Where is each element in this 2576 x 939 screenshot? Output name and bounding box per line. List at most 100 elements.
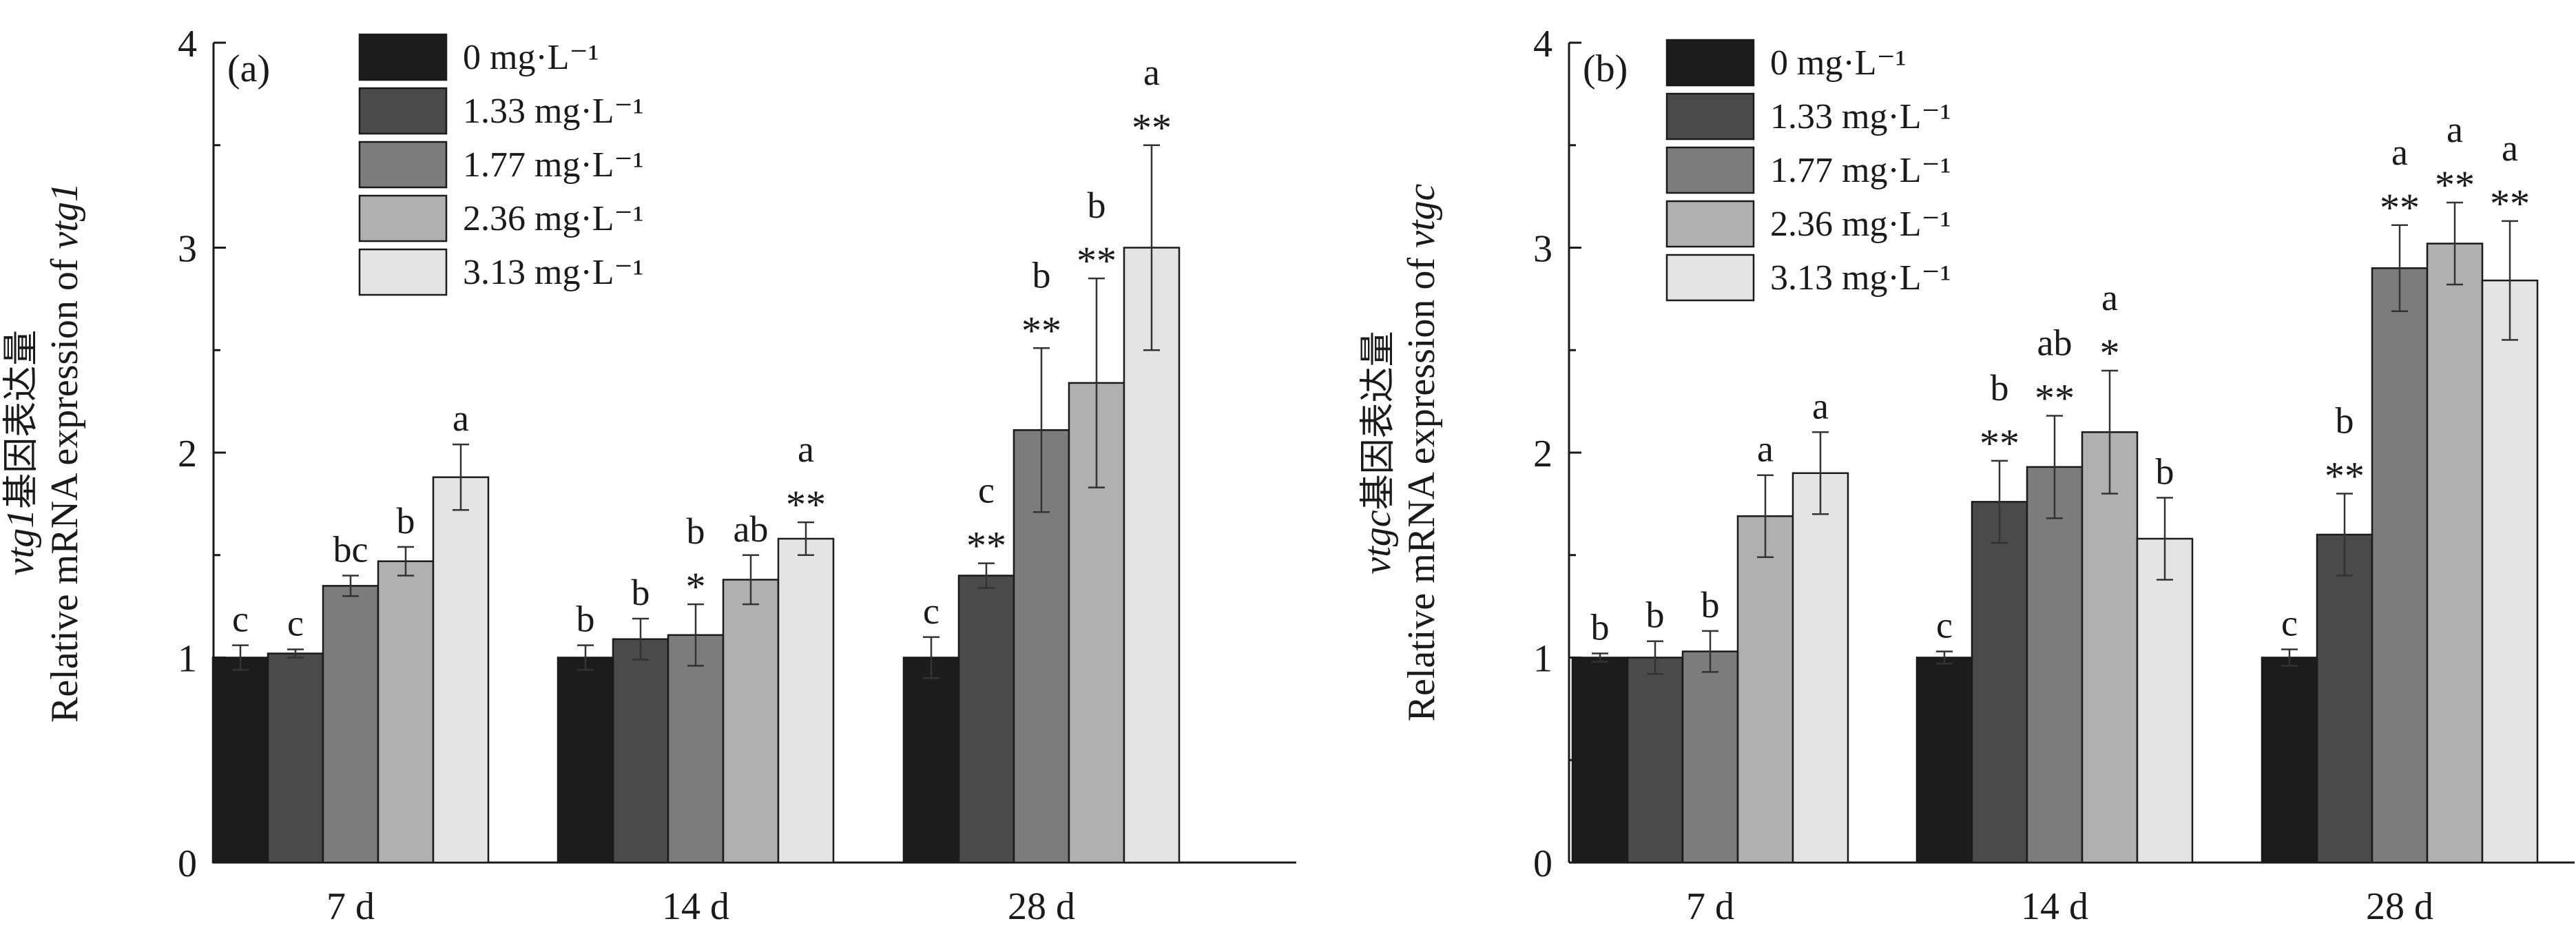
bar (322, 585, 380, 864)
significance-stars: ** (966, 524, 1006, 568)
x-tick-label: 7 d (326, 885, 375, 928)
significance-letter: a (2447, 109, 2463, 150)
significance-letter: b (1032, 254, 1051, 296)
y-tick-label: 4 (178, 23, 197, 65)
bar (1915, 657, 1973, 864)
significance-letter: ab (734, 508, 769, 550)
legend-label: 3.13 mg·L⁻¹ (463, 253, 644, 292)
legend-label: 1.33 mg·L⁻¹ (1770, 97, 1951, 136)
significance-stars: ** (2490, 181, 2530, 226)
legend-swatch (358, 248, 448, 296)
legend-label: 0 mg·L⁻¹ (463, 38, 599, 77)
y-tick-label: 2 (178, 433, 197, 475)
bar (2371, 267, 2429, 864)
x-tick-label: 28 d (2366, 885, 2433, 928)
significance-letter: a (2101, 277, 2118, 318)
significance-stars: ** (2435, 163, 2475, 207)
significance-letter: a (453, 398, 469, 439)
panel-label: (b) (1583, 48, 1628, 90)
bar (377, 560, 435, 864)
significance-letter: b (2336, 400, 2354, 442)
bar (1626, 657, 1684, 864)
bar (2261, 657, 2318, 864)
significance-stars: ** (786, 482, 826, 527)
panel-a: 0 1 2 3 4 (a) vtg1基因表达量 Relative mRNA expressio… (0, 23, 1296, 928)
bar (777, 537, 835, 864)
significance-letter: b (1088, 185, 1106, 226)
bar (2316, 533, 2374, 864)
bar (267, 652, 324, 864)
legend-label: 0 mg·L⁻¹ (1770, 43, 1907, 83)
significance-letter: c (2281, 603, 2298, 644)
bar (1971, 501, 2028, 864)
y-tick-label: 0 (1533, 843, 1552, 885)
y-axis-label-cn: vtgc基因表达量 (1356, 331, 1399, 574)
significance-stars: ** (2380, 185, 2420, 230)
legend-label: 2.36 mg·L⁻¹ (1770, 205, 1951, 244)
significance-letter: a (1143, 52, 1160, 93)
y-tick-label: 0 (178, 843, 197, 885)
y-tick-label: 1 (1533, 638, 1552, 681)
legend: 0 mg·L⁻¹ 1.33 mg·L⁻¹ 1.77 mg·L⁻¹ 2.36 mg·L⁻… (1665, 39, 1951, 302)
significance-stars: ** (2325, 454, 2365, 499)
significance-stars: ** (1021, 308, 1061, 353)
significance-letter: a (798, 429, 814, 470)
significance-letter: a (2391, 132, 2408, 173)
legend-label: 1.77 mg·L⁻¹ (463, 145, 644, 185)
legend-label: 1.33 mg·L⁻¹ (463, 92, 644, 131)
y-axis-label-en: Relative mRNA expression of vtg1 (43, 183, 86, 723)
bar (211, 657, 269, 864)
legend-swatch (1665, 200, 1755, 248)
x-tick-label: 14 d (2021, 885, 2088, 928)
legend-label: 1.77 mg·L⁻¹ (1770, 151, 1951, 190)
legend: 0 mg·L⁻¹ 1.33 mg·L⁻¹ 1.77 mg·L⁻¹ 2.36 mg·L⁻… (358, 33, 644, 296)
significance-stars: ** (1077, 238, 1116, 283)
y-tick-label: 4 (1533, 23, 1552, 65)
bar (957, 575, 1015, 864)
bar (2026, 466, 2084, 864)
significance-letter: c (1936, 605, 1953, 646)
bar (1681, 650, 1739, 864)
bar (1791, 472, 1849, 864)
bar (2426, 243, 2484, 864)
significance-letter: a (2502, 127, 2518, 169)
bar (2081, 431, 2139, 864)
legend-swatch (1665, 254, 1755, 302)
y-tick-label: 3 (1533, 228, 1552, 271)
bar (1571, 657, 1629, 864)
y-tick-label: 2 (1533, 433, 1552, 475)
significance-letter: a (1812, 385, 1829, 426)
y-tick-label: 1 (178, 638, 197, 681)
bar (2136, 537, 2194, 864)
panel-b: 0 1 2 3 4 (b) vtgc基因表达量 Relative mRNA expressio… (1356, 23, 2575, 928)
legend-label: 2.36 mg·L⁻¹ (463, 199, 644, 238)
legend-swatch (1665, 146, 1755, 194)
bar (722, 579, 780, 864)
significance-stars: ** (1132, 105, 1172, 150)
significance-stars: * (686, 564, 706, 609)
x-tick-label: 14 d (662, 885, 729, 928)
bar (902, 657, 960, 864)
significance-letter: b (1991, 367, 2009, 409)
x-tick-label: 7 d (1686, 885, 1734, 928)
y-axis-label-en: Relative mRNA expression of vtgc (1400, 184, 1443, 722)
significance-letter: c (232, 599, 249, 640)
significance-letter: b (397, 500, 415, 541)
significance-stars: * (2100, 331, 2120, 375)
legend-swatch (1665, 92, 1755, 141)
significance-letter: a (1757, 429, 1774, 470)
bar (612, 638, 669, 864)
x-tick-label: 28 d (1008, 885, 1075, 928)
legend-swatch (358, 141, 448, 189)
legend-swatch (358, 87, 448, 135)
significance-letter: c (923, 590, 939, 632)
bar (667, 634, 725, 864)
significance-letter: b (1646, 595, 1665, 636)
significance-letter: bc (333, 529, 368, 570)
y-tick-label: 3 (178, 228, 197, 271)
bar (2481, 279, 2539, 864)
bar (432, 476, 490, 864)
legend-swatch (358, 194, 448, 243)
